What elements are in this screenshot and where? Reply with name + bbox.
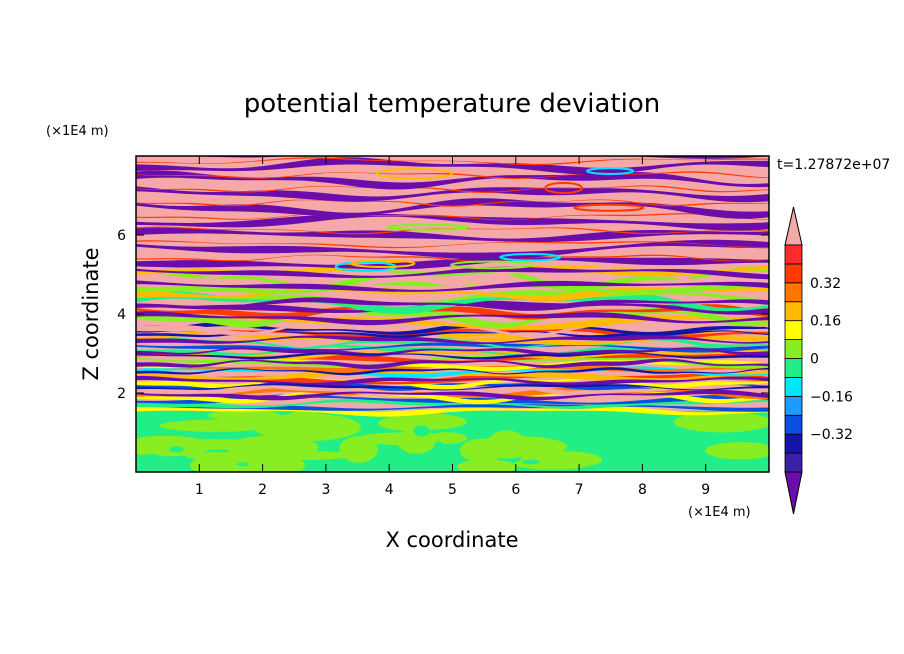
y-tick-label: 4 (117, 307, 126, 323)
colorbar-label: −0.16 (810, 389, 853, 405)
colorbar-swatch (784, 452, 803, 473)
colorbar: 0.32 0.16 0 −0.16 −0.32 (784, 206, 853, 515)
colorbar-swatch (784, 301, 803, 322)
x-axis: 1 2 3 4 5 6 7 8 9 (195, 156, 710, 498)
chart-title: potential temperature deviation (244, 89, 660, 119)
colorbar-swatch (784, 358, 803, 378)
x-tick-label: 8 (638, 482, 647, 498)
colorbar-swatch (784, 395, 803, 416)
x-tick-label: 6 (511, 482, 520, 498)
y-axis: 2 4 6 (117, 228, 769, 402)
colorbar-swatch (784, 414, 803, 435)
x-unit-label: (×1E4 m) (688, 505, 751, 520)
x-axis-title: X coordinate (385, 528, 518, 552)
y-tick-label: 6 (117, 228, 126, 244)
colorbar-extend-min (784, 471, 803, 515)
x-tick-label: 3 (321, 482, 330, 498)
y-axis-title: Z coordinate (79, 247, 103, 380)
colorbar-swatch (784, 263, 803, 284)
colorbar-swatch (784, 377, 803, 397)
x-tick-label: 4 (385, 482, 394, 498)
y-tick-label: 2 (117, 386, 126, 402)
colorbar-swatch (784, 339, 803, 359)
colorbar-swatch (784, 320, 803, 340)
x-tick-label: 5 (448, 482, 457, 498)
colorbar-extend-max (784, 206, 803, 246)
colorbar-swatch (784, 433, 803, 454)
x-tick-label: 7 (575, 482, 584, 498)
time-label: t=1.27872e+07 (777, 157, 890, 173)
x-tick-label: 1 (195, 482, 204, 498)
colorbar-label: −0.32 (810, 427, 853, 443)
colorbar-label: 0 (810, 352, 819, 368)
colorbar-label: 0.16 (810, 314, 841, 330)
colorbar-swatch (784, 282, 803, 303)
contour-field (136, 156, 769, 472)
colorbar-swatch (784, 244, 803, 265)
x-tick-label: 2 (258, 482, 267, 498)
x-tick-label: 9 (701, 482, 710, 498)
y-unit-label: (×1E4 m) (46, 124, 109, 139)
colorbar-label: 0.32 (810, 276, 841, 292)
